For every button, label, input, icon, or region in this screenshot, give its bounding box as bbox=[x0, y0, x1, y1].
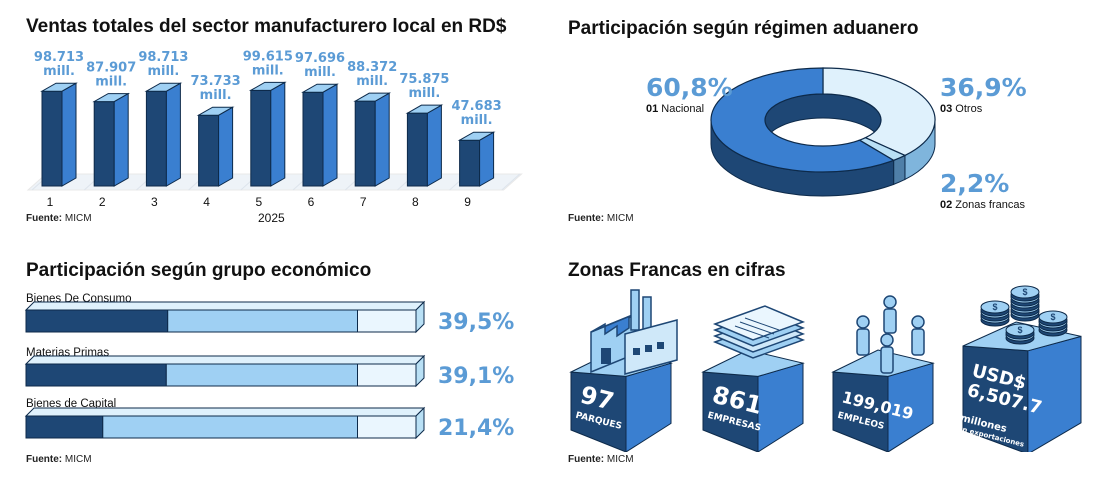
sales-tick-label: 4 bbox=[203, 195, 210, 209]
factory-icon bbox=[590, 289, 678, 375]
customs-source: Fuente: MICM bbox=[568, 213, 634, 224]
group-pct-label: 39,1% bbox=[438, 364, 514, 389]
sales-data-label: 87.907 bbox=[86, 61, 136, 76]
sales-data-label: mill. bbox=[147, 64, 179, 79]
donut-name-02: 02 Zonas francas bbox=[940, 199, 1025, 211]
sales-bar bbox=[196, 106, 235, 187]
group-pct-label: 21,4% bbox=[438, 416, 514, 441]
svg-text:$: $ bbox=[1050, 312, 1055, 322]
sales-source: Fuente: MICM bbox=[26, 213, 92, 224]
sales-data-label: 47.683 bbox=[452, 99, 502, 114]
donut-pct-03: 36,9% bbox=[940, 73, 1027, 102]
sales-data-label: mill. bbox=[408, 86, 440, 101]
zones-source: Fuente: MICM bbox=[568, 454, 634, 465]
sales-bar bbox=[353, 92, 392, 187]
groups-source: Fuente: MICM bbox=[26, 454, 92, 465]
customs-donut-chart: 60,8%01 Nacional 36,9%03 Otros 2,2%02 Zona… bbox=[646, 67, 1027, 211]
sales-tick-label: 9 bbox=[464, 195, 471, 209]
sales-tick-label: 8 bbox=[412, 195, 419, 209]
zones-title: Zonas Francas en cifras bbox=[568, 260, 786, 281]
sales-tick-label: 6 bbox=[308, 195, 315, 209]
sales-data-label: 98.713 bbox=[34, 50, 84, 65]
sales-bar bbox=[144, 82, 183, 187]
sales-bar bbox=[248, 81, 287, 187]
sales-data-label: 73.733 bbox=[191, 74, 241, 89]
sales-bar bbox=[40, 82, 78, 187]
sales-data-label: mill. bbox=[95, 75, 127, 90]
donut-pct-02: 2,2% bbox=[940, 169, 1009, 198]
group-bar bbox=[24, 354, 426, 388]
sales-tick-label: 3 bbox=[151, 195, 158, 209]
sales-bar bbox=[301, 83, 339, 187]
sales-year-label: 2025 bbox=[258, 211, 285, 225]
sales-chart-title: Ventas totales del sector manufacturero … bbox=[26, 16, 507, 37]
coins-icon: $ $ $ $ bbox=[980, 285, 1068, 345]
sales-data-label: mill. bbox=[461, 113, 493, 128]
group-bar bbox=[24, 300, 426, 334]
sales-tick-label: 2 bbox=[99, 195, 106, 209]
group-label-capital: Bienes de Capital bbox=[26, 398, 117, 410]
groups-chart-title: Participación según grupo económico bbox=[26, 260, 372, 281]
sales-data-label: mill. bbox=[356, 74, 388, 89]
sales-data-label: mill. bbox=[252, 63, 284, 78]
sales-floor-grid bbox=[501, 173, 521, 191]
donut-slice-01 bbox=[710, 67, 896, 173]
sales-bar bbox=[92, 92, 131, 187]
donut-slice-03 bbox=[822, 67, 936, 157]
sales-tick-label: 7 bbox=[360, 195, 367, 209]
donut-pct-01: 60,8% bbox=[646, 73, 733, 102]
people-icon bbox=[856, 295, 925, 374]
sales-data-label: 98.713 bbox=[138, 50, 188, 65]
donut-name-01: 01 Nacional bbox=[646, 103, 704, 115]
sales-data-label: mill. bbox=[304, 65, 336, 80]
svg-text:$: $ bbox=[992, 302, 997, 312]
donut-name-03: 03 Otros bbox=[940, 103, 983, 115]
groups-bar-chart: 39,5% 39,1% 21,4% bbox=[24, 300, 514, 441]
svg-text:$: $ bbox=[1017, 325, 1022, 335]
sales-data-label: mill. bbox=[200, 88, 232, 103]
customs-chart-title: Participación según régimen aduanero bbox=[568, 18, 919, 39]
group-bar bbox=[24, 406, 426, 440]
documents-icon bbox=[712, 305, 806, 359]
sales-data-label: 88.372 bbox=[347, 60, 397, 75]
group-pct-label: 39,5% bbox=[438, 310, 514, 335]
sales-data-label: 99.615 bbox=[243, 49, 293, 64]
sales-tick-label: 5 bbox=[255, 195, 262, 209]
sales-bar bbox=[405, 104, 444, 187]
sales-bar bbox=[457, 131, 496, 187]
sales-data-label: 97.696 bbox=[295, 51, 345, 66]
svg-text:$: $ bbox=[1022, 287, 1027, 297]
sales-data-label: mill. bbox=[43, 64, 75, 79]
sales-tick-label: 1 bbox=[47, 195, 54, 209]
sales-data-label: 75.875 bbox=[399, 72, 449, 87]
